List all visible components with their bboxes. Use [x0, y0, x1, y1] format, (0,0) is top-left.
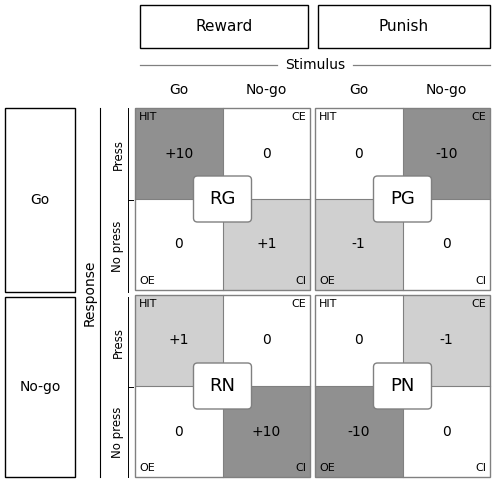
Text: RN: RN [210, 377, 236, 395]
Text: CE: CE [291, 112, 306, 122]
Bar [222, 386, 310, 477]
Bar [315, 295, 490, 477]
Text: No press: No press [112, 406, 124, 458]
Bar [315, 108, 490, 290]
Text: CI: CI [475, 276, 486, 286]
Bar [135, 108, 222, 199]
FancyBboxPatch shape [194, 363, 252, 409]
Text: +1: +1 [168, 333, 189, 347]
Text: Go: Go [349, 83, 368, 97]
Text: CI: CI [295, 276, 306, 286]
Text: 0: 0 [262, 333, 270, 347]
Bar [222, 199, 310, 290]
Text: -10: -10 [348, 425, 370, 439]
Bar [318, 5, 490, 48]
Text: +10: +10 [164, 146, 194, 160]
Text: Reward: Reward [196, 19, 252, 34]
Text: OE: OE [319, 463, 335, 473]
Text: +1: +1 [256, 238, 276, 252]
Text: 0: 0 [354, 333, 363, 347]
Text: Stimulus: Stimulus [285, 58, 345, 72]
Text: 0: 0 [262, 146, 270, 160]
Text: PG: PG [390, 190, 415, 208]
Text: Punish: Punish [379, 19, 429, 34]
Text: HIT: HIT [319, 112, 338, 122]
Bar [402, 108, 490, 199]
FancyBboxPatch shape [374, 176, 432, 222]
Text: Go: Go [30, 193, 50, 207]
Text: No-go: No-go [20, 380, 60, 394]
Text: CE: CE [471, 112, 486, 122]
Text: No-go: No-go [246, 83, 287, 97]
Text: No press: No press [112, 220, 124, 271]
Text: PN: PN [390, 377, 414, 395]
Bar [402, 295, 490, 386]
Text: -1: -1 [352, 238, 366, 252]
Text: RG: RG [210, 190, 236, 208]
Bar [315, 295, 402, 386]
Text: -1: -1 [440, 333, 453, 347]
FancyBboxPatch shape [374, 363, 432, 409]
Text: Response: Response [83, 259, 97, 326]
Text: OE: OE [139, 276, 155, 286]
Text: 0: 0 [442, 425, 450, 439]
Text: 0: 0 [354, 146, 363, 160]
Text: CE: CE [471, 299, 486, 309]
Text: Press: Press [112, 139, 124, 170]
Text: 0: 0 [174, 425, 183, 439]
Text: CE: CE [291, 299, 306, 309]
Bar [135, 199, 222, 290]
Bar [135, 108, 310, 290]
Text: HIT: HIT [319, 299, 338, 309]
Text: No-go: No-go [426, 83, 467, 97]
Bar [135, 295, 222, 386]
Bar [222, 108, 310, 199]
Bar [402, 199, 490, 290]
Bar [5, 297, 75, 477]
Text: HIT: HIT [139, 299, 158, 309]
Text: 0: 0 [442, 238, 450, 252]
Text: Press: Press [112, 327, 124, 357]
Text: HIT: HIT [139, 112, 158, 122]
Bar [315, 108, 402, 199]
Bar [135, 386, 222, 477]
Text: 0: 0 [174, 238, 183, 252]
Bar [315, 199, 402, 290]
Bar [135, 295, 310, 477]
Bar [315, 386, 402, 477]
Text: OE: OE [319, 276, 335, 286]
Bar [140, 5, 308, 48]
Text: OE: OE [139, 463, 155, 473]
Text: +10: +10 [252, 425, 281, 439]
Bar [222, 295, 310, 386]
Text: Go: Go [169, 83, 188, 97]
Text: -10: -10 [435, 146, 458, 160]
Bar [402, 386, 490, 477]
FancyBboxPatch shape [194, 176, 252, 222]
Text: CI: CI [475, 463, 486, 473]
Text: CI: CI [295, 463, 306, 473]
Bar [5, 108, 75, 292]
